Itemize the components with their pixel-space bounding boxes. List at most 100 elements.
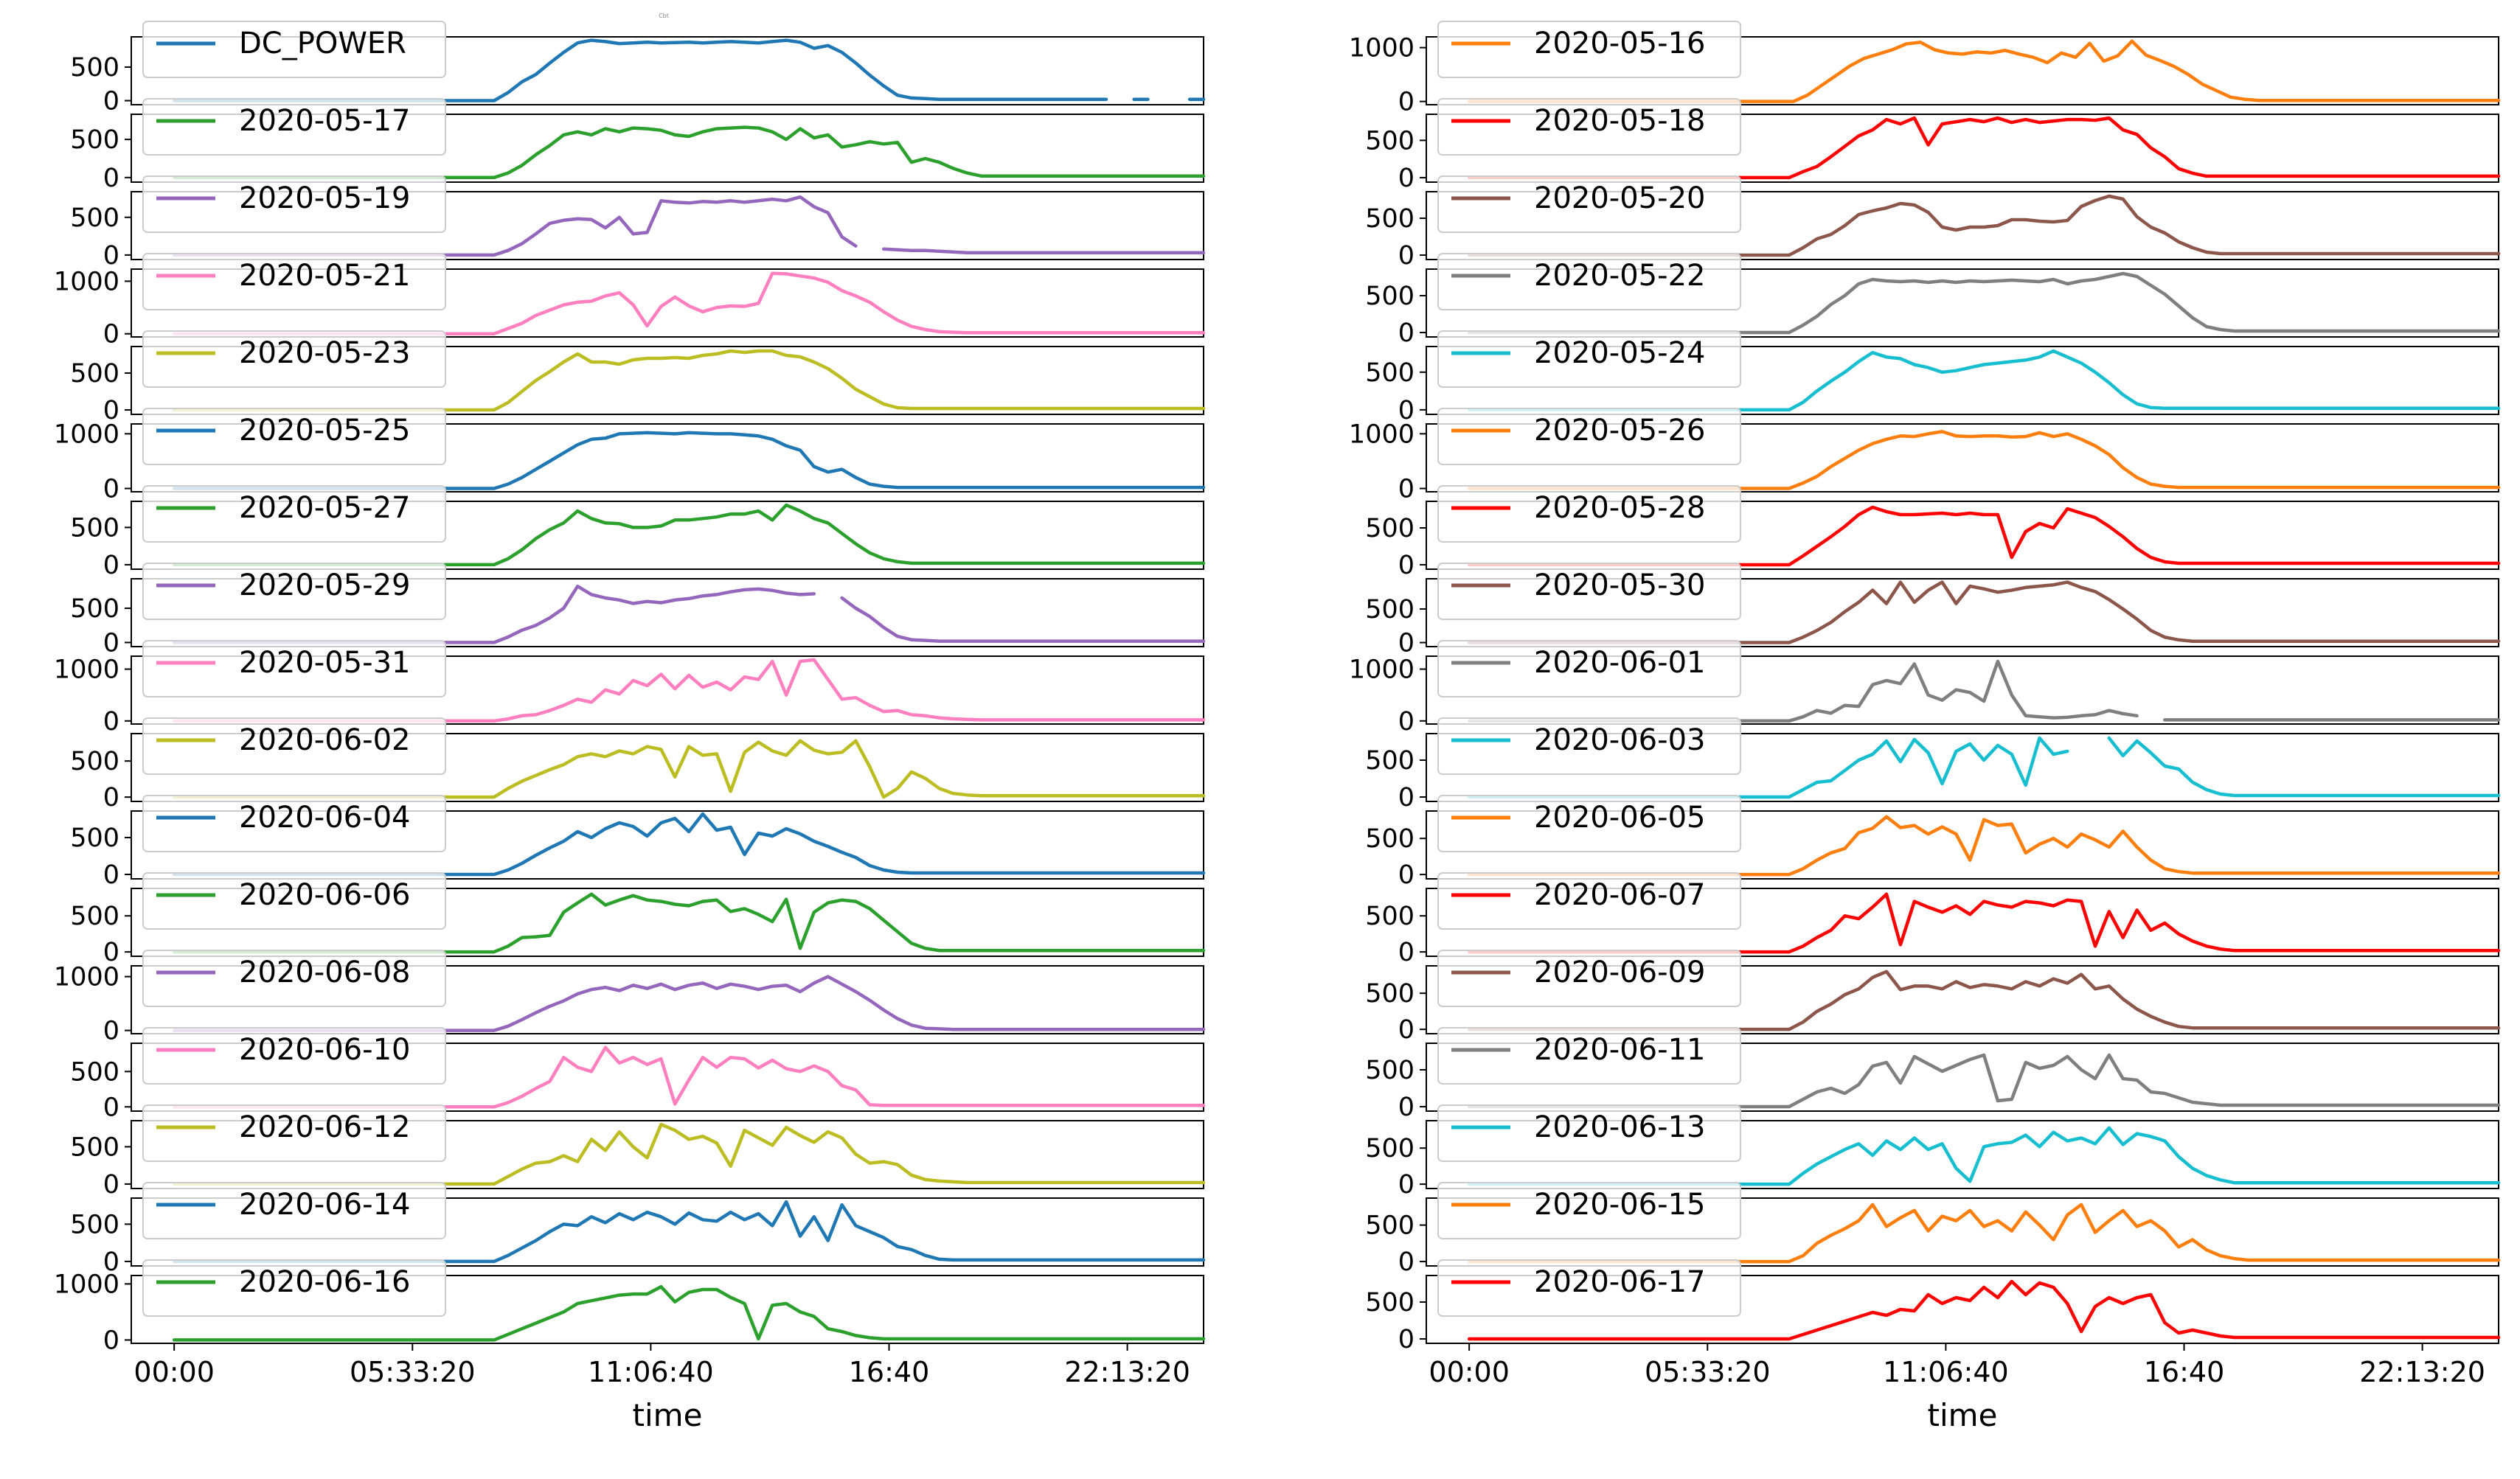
legend-label: 2020-06-13 bbox=[1534, 1110, 1705, 1144]
y-tick-label: 500 bbox=[1365, 824, 1415, 854]
panel-frame bbox=[131, 810, 1204, 880]
y-tick-label: 0 bbox=[1398, 475, 1415, 504]
panel-2020-05-18: 0 500 2020-05-18 bbox=[1365, 98, 2501, 193]
legend-2020-06-08: 2020-06-08 bbox=[142, 950, 446, 1007]
legend-box bbox=[142, 1027, 446, 1085]
legend-box bbox=[142, 175, 446, 233]
legend-box bbox=[142, 408, 446, 465]
legend-2020-05-21: 2020-05-21 bbox=[142, 253, 446, 310]
y-tick-label: 0 bbox=[103, 475, 119, 504]
y-tick-label: 500 bbox=[70, 125, 119, 155]
y-tick-label: 1000 bbox=[1349, 420, 1415, 449]
panel-frame bbox=[131, 36, 1204, 105]
y-tick-label: 0 bbox=[1398, 1093, 1415, 1122]
panel-frame bbox=[1426, 36, 2499, 105]
y-tick-label: 0 bbox=[103, 396, 119, 425]
legend-label: 2020-05-18 bbox=[1534, 104, 1705, 138]
y-tick-label: 0 bbox=[103, 551, 119, 580]
legend-2020-05-22: 2020-05-22 bbox=[1437, 253, 1741, 310]
legend-label: 2020-05-22 bbox=[1534, 259, 1705, 293]
legend-2020-06-01: 2020-06-01 bbox=[1437, 640, 1741, 697]
legend-box bbox=[142, 98, 446, 156]
y-tick-label: 0 bbox=[1398, 1247, 1415, 1277]
tiny-title: Cbt bbox=[659, 13, 669, 19]
x-tick-label: 05:33:20 bbox=[350, 1356, 476, 1388]
y-tick-label: 0 bbox=[103, 783, 119, 812]
panel-2020-06-11: 0 500 2020-06-11 bbox=[1365, 1027, 2501, 1122]
x-axes: 00:00 05:33:20 11:06:40 16:40 22:13:20time00… bbox=[133, 1343, 2485, 1433]
panel-2020-06-05: 0 500 2020-06-05 bbox=[1365, 795, 2501, 890]
panel-2020-05-29: 0 500 2020-05-29 bbox=[70, 563, 1206, 658]
panel-frame bbox=[131, 114, 1204, 183]
legend-box bbox=[1437, 175, 1741, 233]
legend-box bbox=[1437, 485, 1741, 543]
legend-2020-06-12: 2020-06-12 bbox=[142, 1104, 446, 1162]
y-tick-label: 500 bbox=[70, 359, 119, 389]
legend-box bbox=[1437, 1027, 1741, 1085]
y-tick-label: 0 bbox=[103, 164, 119, 193]
y-tick-label: 0 bbox=[1398, 783, 1415, 812]
legend-label: 2020-05-30 bbox=[1534, 568, 1705, 602]
legend-2020-06-06: 2020-06-06 bbox=[142, 872, 446, 930]
panel-2020-06-09: 0 500 2020-06-09 bbox=[1365, 950, 2501, 1045]
y-tick-label: 0 bbox=[103, 241, 119, 271]
y-tick-label: 0 bbox=[1398, 164, 1415, 193]
panel-2020-06-06: 0 500 2020-06-06 bbox=[70, 872, 1206, 967]
legend-box bbox=[142, 1104, 446, 1162]
panel-frame bbox=[131, 1043, 1204, 1112]
x-tick-label: 22:13:20 bbox=[1064, 1356, 1190, 1388]
legend-label: 2020-05-29 bbox=[239, 568, 410, 602]
legend-box bbox=[1437, 717, 1741, 775]
y-tick-label: 500 bbox=[1365, 746, 1415, 776]
panel-frame bbox=[131, 1197, 1204, 1267]
legend-2020-05-29: 2020-05-29 bbox=[142, 563, 446, 620]
legend-2020-06-07: 2020-06-07 bbox=[1437, 872, 1741, 930]
legend-box bbox=[142, 1182, 446, 1239]
legend-2020-05-26: 2020-05-26 bbox=[1437, 408, 1741, 465]
panel-2020-05-17: 0 500 2020-05-17 bbox=[70, 98, 1206, 193]
y-tick-label: 500 bbox=[1365, 979, 1415, 1009]
y-tick-label: 0 bbox=[103, 707, 119, 737]
legend-2020-05-23: 2020-05-23 bbox=[142, 330, 446, 388]
x-tick-label: 05:33:20 bbox=[1645, 1356, 1771, 1388]
panel-2020-06-02: 0 500 2020-06-02 bbox=[70, 717, 1206, 812]
panel-2020-06-08: 0 1000 2020-06-08 bbox=[54, 950, 1206, 1046]
legend-box bbox=[1437, 1259, 1741, 1317]
legend-2020-06-11: 2020-06-11 bbox=[1437, 1027, 1741, 1085]
legend-box bbox=[1437, 950, 1741, 1007]
y-tick-label: 0 bbox=[1398, 629, 1415, 658]
y-tick-label: 0 bbox=[1398, 1325, 1415, 1354]
legend-2020-06-17: 2020-06-17 bbox=[1437, 1259, 1741, 1317]
y-tick-label: 0 bbox=[103, 1170, 119, 1200]
panel-frame bbox=[1426, 810, 2499, 880]
legend-label: 2020-06-16 bbox=[239, 1265, 410, 1299]
panel-frame bbox=[1426, 965, 2499, 1034]
panel-frame bbox=[1426, 423, 2499, 493]
legend-label: 2020-06-02 bbox=[239, 723, 410, 757]
legend-label: 2020-05-31 bbox=[239, 646, 410, 680]
legend-label: 2020-05-28 bbox=[1534, 491, 1705, 525]
legend-label: 2020-05-25 bbox=[239, 414, 410, 448]
y-tick-label: 0 bbox=[1398, 707, 1415, 737]
y-tick-label: 500 bbox=[1365, 1211, 1415, 1241]
y-tick-label: 500 bbox=[1365, 1056, 1415, 1085]
x-axis-column-2: 00:00 05:33:20 11:06:40 16:40 22:13:20 time bbox=[1429, 1343, 2485, 1433]
legend-box bbox=[1437, 795, 1741, 852]
y-tick-label: 1000 bbox=[54, 655, 119, 685]
panel-frame bbox=[1426, 733, 2499, 802]
legend-2020-05-31: 2020-05-31 bbox=[142, 640, 446, 697]
y-tick-label: 1000 bbox=[54, 963, 119, 992]
legend-label: 2020-06-15 bbox=[1534, 1188, 1705, 1222]
y-tick-label: 500 bbox=[70, 1057, 119, 1087]
y-tick-label: 500 bbox=[1365, 282, 1415, 311]
legend-2020-05-28: 2020-05-28 bbox=[1437, 485, 1741, 543]
panel-frame bbox=[131, 733, 1204, 802]
y-tick-label: 1000 bbox=[1349, 655, 1415, 685]
y-tick-label: 0 bbox=[1398, 1015, 1415, 1045]
legend-label: 2020-05-19 bbox=[239, 181, 410, 215]
legend-2020-06-15: 2020-06-15 bbox=[1437, 1182, 1741, 1239]
legend-2020-06-14: 2020-06-14 bbox=[142, 1182, 446, 1239]
panel-frame bbox=[1426, 1120, 2499, 1189]
y-tick-label: 0 bbox=[1398, 860, 1415, 890]
panel-frame bbox=[1426, 114, 2499, 183]
